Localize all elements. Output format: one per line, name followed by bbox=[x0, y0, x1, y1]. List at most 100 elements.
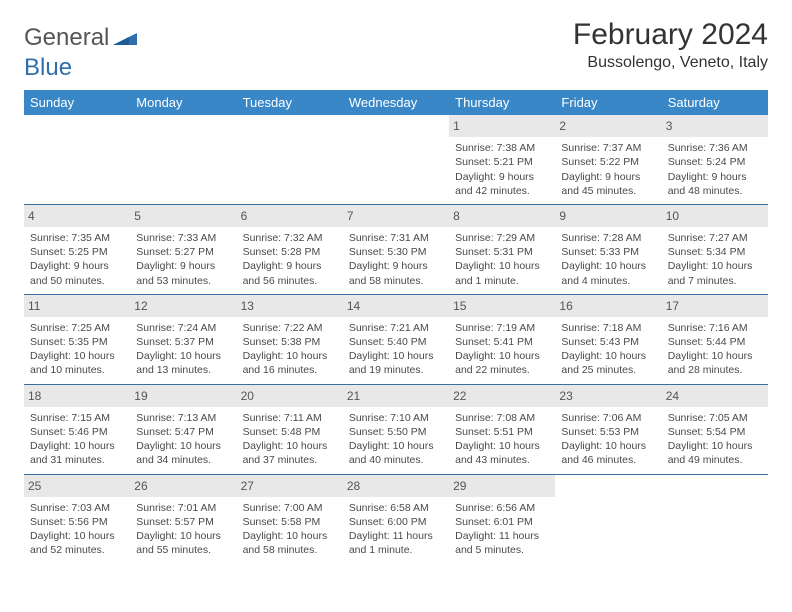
sunrise-text: Sunrise: 6:56 AM bbox=[455, 501, 549, 515]
day-number: 21 bbox=[343, 385, 449, 407]
daylight-text: Daylight: 10 hours and 49 minutes. bbox=[668, 439, 762, 467]
daylight-text: Daylight: 9 hours and 45 minutes. bbox=[561, 170, 655, 198]
sunrise-text: Sunrise: 7:31 AM bbox=[349, 231, 443, 245]
title-block: February 2024 Bussolengo, Veneto, Italy bbox=[573, 18, 768, 72]
sunrise-text: Sunrise: 7:10 AM bbox=[349, 411, 443, 425]
daylight-text: Daylight: 10 hours and 19 minutes. bbox=[349, 349, 443, 377]
sunset-text: Sunset: 5:53 PM bbox=[561, 425, 655, 439]
calendar-cell: 2Sunrise: 7:37 AMSunset: 5:22 PMDaylight… bbox=[555, 115, 661, 204]
sunset-text: Sunset: 5:30 PM bbox=[349, 245, 443, 259]
daylight-text: Daylight: 10 hours and 31 minutes. bbox=[30, 439, 124, 467]
sunset-text: Sunset: 5:54 PM bbox=[668, 425, 762, 439]
daylight-text: Daylight: 9 hours and 42 minutes. bbox=[455, 170, 549, 198]
sunrise-text: Sunrise: 7:16 AM bbox=[668, 321, 762, 335]
sunset-text: Sunset: 5:51 PM bbox=[455, 425, 549, 439]
calendar-week: 4Sunrise: 7:35 AMSunset: 5:25 PMDaylight… bbox=[24, 204, 768, 294]
daylight-text: Daylight: 9 hours and 48 minutes. bbox=[668, 170, 762, 198]
day-number: 7 bbox=[343, 205, 449, 227]
day-number: 3 bbox=[662, 115, 768, 137]
daylight-text: Daylight: 10 hours and 43 minutes. bbox=[455, 439, 549, 467]
day-number: 1 bbox=[449, 115, 555, 137]
sunset-text: Sunset: 5:56 PM bbox=[30, 515, 124, 529]
day-number: 12 bbox=[130, 295, 236, 317]
calendar-cell: 15Sunrise: 7:19 AMSunset: 5:41 PMDayligh… bbox=[449, 294, 555, 384]
day-number: 26 bbox=[130, 475, 236, 497]
calendar-head: SundayMondayTuesdayWednesdayThursdayFrid… bbox=[24, 90, 768, 115]
calendar-cell: 16Sunrise: 7:18 AMSunset: 5:43 PMDayligh… bbox=[555, 294, 661, 384]
day-number: 6 bbox=[237, 205, 343, 227]
sunset-text: Sunset: 5:28 PM bbox=[243, 245, 337, 259]
sunrise-text: Sunrise: 7:06 AM bbox=[561, 411, 655, 425]
sunset-text: Sunset: 5:46 PM bbox=[30, 425, 124, 439]
calendar-cell: 27Sunrise: 7:00 AMSunset: 5:58 PMDayligh… bbox=[237, 474, 343, 563]
brand-flag-icon bbox=[113, 29, 139, 47]
day-number: 5 bbox=[130, 205, 236, 227]
calendar-cell: 3Sunrise: 7:36 AMSunset: 5:24 PMDaylight… bbox=[662, 115, 768, 204]
sunrise-text: Sunrise: 7:36 AM bbox=[668, 141, 762, 155]
calendar-cell: 5Sunrise: 7:33 AMSunset: 5:27 PMDaylight… bbox=[130, 204, 236, 294]
calendar-cell: 19Sunrise: 7:13 AMSunset: 5:47 PMDayligh… bbox=[130, 384, 236, 474]
day-number: 22 bbox=[449, 385, 555, 407]
calendar-cell: 13Sunrise: 7:22 AMSunset: 5:38 PMDayligh… bbox=[237, 294, 343, 384]
calendar-cell: 28Sunrise: 6:58 AMSunset: 6:00 PMDayligh… bbox=[343, 474, 449, 563]
brand-word2: Blue bbox=[24, 54, 72, 82]
sunrise-text: Sunrise: 7:11 AM bbox=[243, 411, 337, 425]
sunset-text: Sunset: 6:01 PM bbox=[455, 515, 549, 529]
calendar-cell: 26Sunrise: 7:01 AMSunset: 5:57 PMDayligh… bbox=[130, 474, 236, 563]
calendar-cell: 6Sunrise: 7:32 AMSunset: 5:28 PMDaylight… bbox=[237, 204, 343, 294]
sunset-text: Sunset: 5:50 PM bbox=[349, 425, 443, 439]
sunset-text: Sunset: 5:44 PM bbox=[668, 335, 762, 349]
sunset-text: Sunset: 5:35 PM bbox=[30, 335, 124, 349]
calendar-week: ....1Sunrise: 7:38 AMSunset: 5:21 PMDayl… bbox=[24, 115, 768, 204]
daylight-text: Daylight: 10 hours and 25 minutes. bbox=[561, 349, 655, 377]
day-number: 14 bbox=[343, 295, 449, 317]
brand-logo: General bbox=[24, 18, 141, 52]
sunset-text: Sunset: 5:27 PM bbox=[136, 245, 230, 259]
daylight-text: Daylight: 10 hours and 40 minutes. bbox=[349, 439, 443, 467]
calendar-cell: 25Sunrise: 7:03 AMSunset: 5:56 PMDayligh… bbox=[24, 474, 130, 563]
day-header: Monday bbox=[130, 90, 236, 115]
sunset-text: Sunset: 5:25 PM bbox=[30, 245, 124, 259]
calendar-cell: . bbox=[662, 474, 768, 563]
day-header: Saturday bbox=[662, 90, 768, 115]
sunset-text: Sunset: 5:21 PM bbox=[455, 155, 549, 169]
sunrise-text: Sunrise: 7:15 AM bbox=[30, 411, 124, 425]
daylight-text: Daylight: 9 hours and 56 minutes. bbox=[243, 259, 337, 287]
daylight-text: Daylight: 10 hours and 37 minutes. bbox=[243, 439, 337, 467]
sunrise-text: Sunrise: 7:01 AM bbox=[136, 501, 230, 515]
sunset-text: Sunset: 5:40 PM bbox=[349, 335, 443, 349]
day-number: 28 bbox=[343, 475, 449, 497]
day-number: 15 bbox=[449, 295, 555, 317]
calendar-cell: 29Sunrise: 6:56 AMSunset: 6:01 PMDayligh… bbox=[449, 474, 555, 563]
sunrise-text: Sunrise: 7:29 AM bbox=[455, 231, 549, 245]
day-header: Thursday bbox=[449, 90, 555, 115]
brand-word1: General bbox=[24, 24, 109, 52]
calendar-cell: . bbox=[555, 474, 661, 563]
calendar-cell: 12Sunrise: 7:24 AMSunset: 5:37 PMDayligh… bbox=[130, 294, 236, 384]
daylight-text: Daylight: 10 hours and 58 minutes. bbox=[243, 529, 337, 557]
calendar-cell: 24Sunrise: 7:05 AMSunset: 5:54 PMDayligh… bbox=[662, 384, 768, 474]
sunrise-text: Sunrise: 7:21 AM bbox=[349, 321, 443, 335]
day-number: 9 bbox=[555, 205, 661, 227]
daylight-text: Daylight: 11 hours and 1 minute. bbox=[349, 529, 443, 557]
day-number: 16 bbox=[555, 295, 661, 317]
day-number: 23 bbox=[555, 385, 661, 407]
calendar-cell: 7Sunrise: 7:31 AMSunset: 5:30 PMDaylight… bbox=[343, 204, 449, 294]
calendar-cell: . bbox=[130, 115, 236, 204]
day-number: 4 bbox=[24, 205, 130, 227]
sunrise-text: Sunrise: 7:08 AM bbox=[455, 411, 549, 425]
daylight-text: Daylight: 10 hours and 55 minutes. bbox=[136, 529, 230, 557]
calendar-cell: 10Sunrise: 7:27 AMSunset: 5:34 PMDayligh… bbox=[662, 204, 768, 294]
sunrise-text: Sunrise: 7:00 AM bbox=[243, 501, 337, 515]
calendar-cell: 23Sunrise: 7:06 AMSunset: 5:53 PMDayligh… bbox=[555, 384, 661, 474]
sunset-text: Sunset: 5:37 PM bbox=[136, 335, 230, 349]
day-header: Tuesday bbox=[237, 90, 343, 115]
day-number: 10 bbox=[662, 205, 768, 227]
calendar-cell: 4Sunrise: 7:35 AMSunset: 5:25 PMDaylight… bbox=[24, 204, 130, 294]
sunrise-text: Sunrise: 7:05 AM bbox=[668, 411, 762, 425]
daylight-text: Daylight: 10 hours and 4 minutes. bbox=[561, 259, 655, 287]
daylight-text: Daylight: 10 hours and 13 minutes. bbox=[136, 349, 230, 377]
calendar-cell: . bbox=[343, 115, 449, 204]
sunrise-text: Sunrise: 7:37 AM bbox=[561, 141, 655, 155]
daylight-text: Daylight: 11 hours and 5 minutes. bbox=[455, 529, 549, 557]
